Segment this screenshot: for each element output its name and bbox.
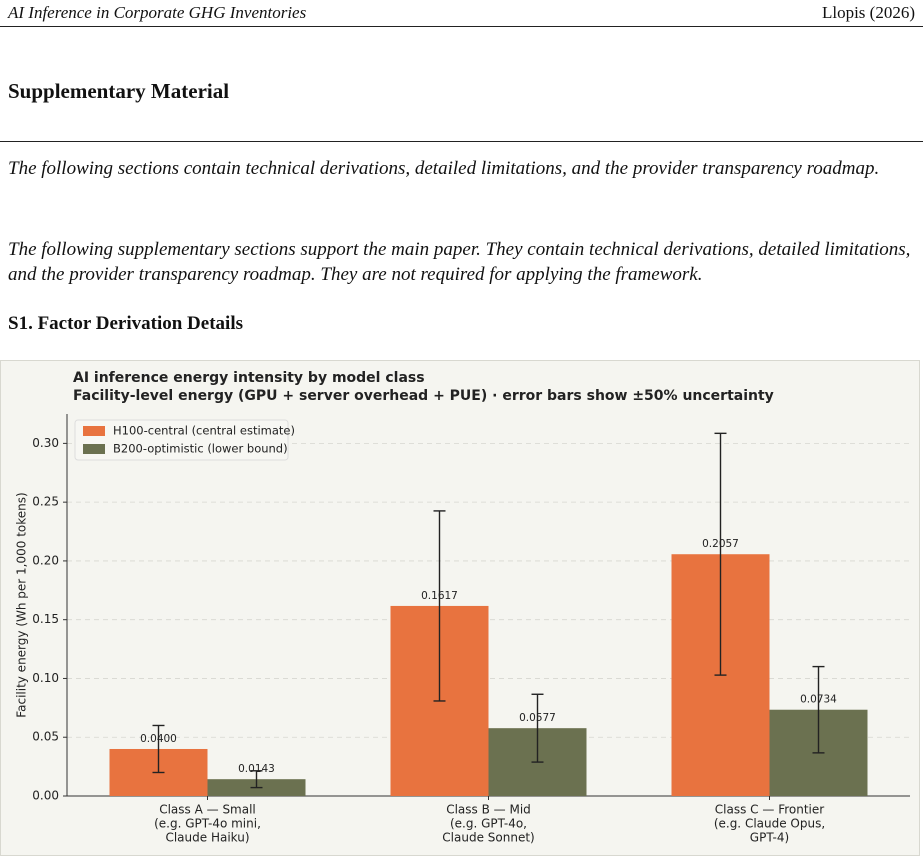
subsection-title: S1. Factor Derivation Details [8, 313, 243, 334]
legend-swatch [83, 444, 105, 454]
chart-title: AI inference energy intensity by model c… [73, 370, 425, 386]
x-tick-label: Claude Haiku) [165, 831, 249, 845]
running-title: AI Inference in Corporate GHG Inventorie… [8, 3, 307, 22]
chart-subtitle: Facility-level energy (GPU + server over… [73, 388, 774, 404]
intro-paragraph: The following supplementary sections sup… [8, 239, 911, 285]
y-tick-label: 0.05 [32, 730, 59, 744]
legend-swatch [83, 426, 105, 436]
value-label: 0.0400 [140, 733, 177, 745]
x-tick-label: (e.g. GPT-4o, [450, 817, 527, 831]
y-axis-label: Facility energy (Wh per 1,000 tokens) [15, 492, 29, 717]
x-tick-label: (e.g. Claude Opus, [714, 817, 825, 831]
y-tick-label: 0.10 [32, 671, 59, 685]
value-label: 0.2057 [702, 538, 739, 550]
value-label: 0.0577 [519, 712, 556, 724]
value-label: 0.0734 [800, 694, 837, 706]
x-tick-label: (e.g. GPT-4o mini, [154, 817, 261, 831]
x-tick-label: GPT-4) [750, 831, 789, 845]
legend-label: H100-central (central estimate) [113, 424, 295, 438]
intro-paragraph: The following sections contain technical… [8, 158, 880, 179]
section-title: Supplementary Material [8, 79, 230, 103]
section-rule [0, 141, 923, 142]
x-tick-label: Class B — Mid [446, 803, 531, 817]
legend-label: B200-optimistic (lower bound) [113, 442, 288, 456]
header-rule [0, 26, 923, 27]
value-label: 0.0143 [238, 763, 275, 775]
y-tick-label: 0.15 [32, 612, 59, 626]
chart: AI inference energy intensity by model c… [0, 360, 920, 856]
y-tick-label: 0.20 [32, 553, 59, 567]
x-tick-label: Class A — Small [159, 803, 256, 817]
x-tick-label: Claude Sonnet) [442, 831, 534, 845]
running-author: Llopis (2026) [821, 3, 915, 22]
y-tick-label: 0.25 [32, 495, 59, 509]
legend-box [74, 419, 289, 461]
x-tick-label: Class C — Frontier [715, 803, 824, 817]
y-tick-label: 0.00 [32, 789, 59, 803]
y-tick-label: 0.30 [32, 436, 59, 450]
value-label: 0.1617 [421, 590, 458, 602]
